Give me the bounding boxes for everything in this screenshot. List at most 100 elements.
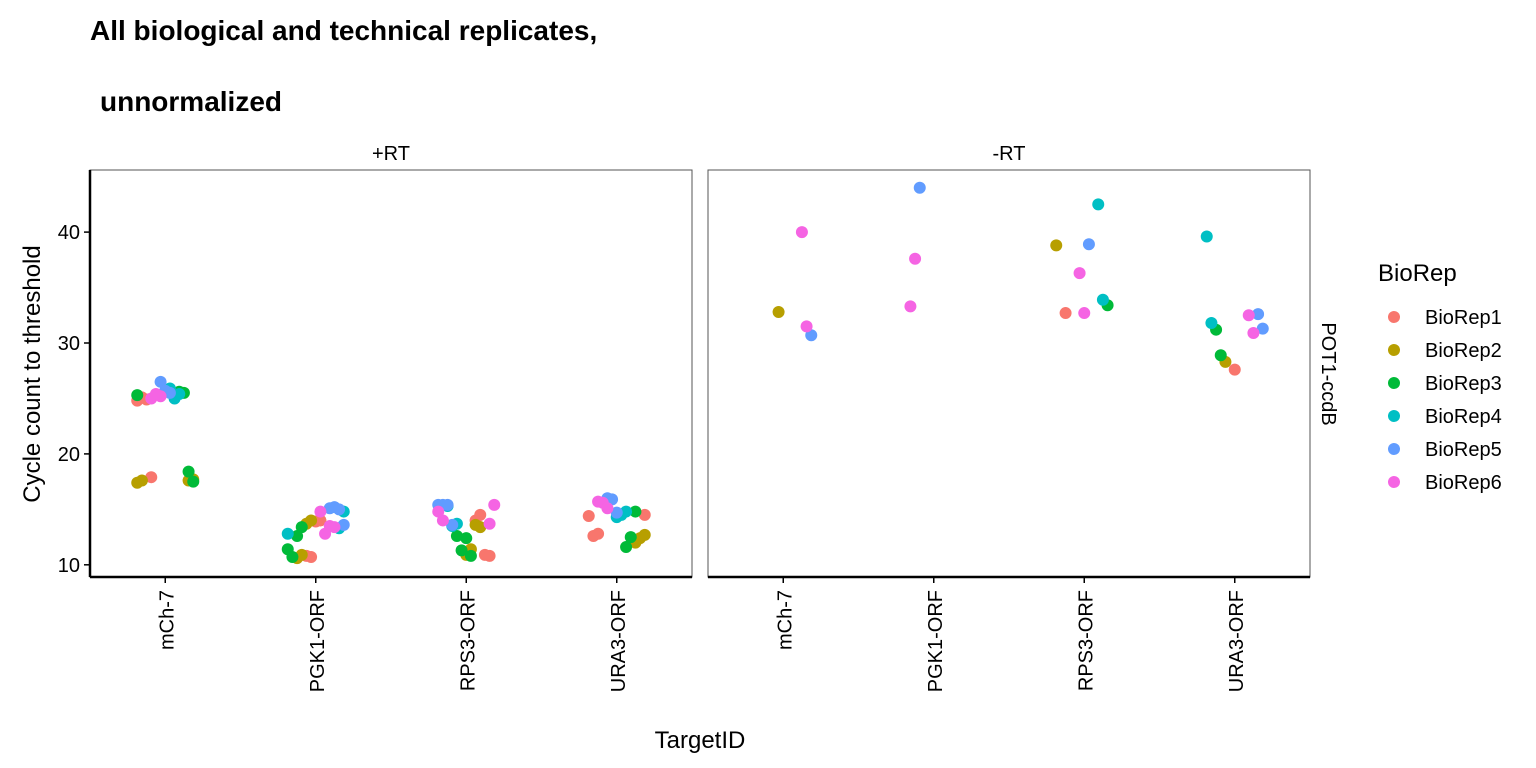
x-tick-label: mCh-7	[774, 590, 796, 650]
x-tick-label: RPS3-ORF	[457, 590, 479, 691]
point	[460, 532, 473, 545]
legend-label: BioRep2	[1425, 340, 1502, 362]
point	[795, 226, 808, 239]
point	[455, 544, 468, 557]
point	[909, 252, 922, 265]
point	[1096, 293, 1109, 306]
point	[328, 521, 341, 534]
legend-label: BioRep4	[1425, 406, 1502, 428]
legend-title: BioRep	[1378, 260, 1457, 287]
point	[154, 390, 167, 403]
point	[295, 548, 308, 561]
legend-marker	[1388, 377, 1400, 389]
y-tick-label: 40	[58, 222, 80, 244]
x-tick-label: URA3-ORF	[608, 590, 630, 692]
point	[483, 517, 496, 530]
point	[314, 514, 327, 527]
point	[913, 181, 926, 194]
point	[620, 541, 633, 554]
y-tick-label: 10	[58, 555, 80, 577]
point	[446, 518, 459, 531]
point	[145, 471, 158, 484]
point	[1228, 363, 1241, 376]
point	[1247, 327, 1260, 340]
point	[805, 329, 818, 342]
point	[450, 529, 463, 542]
point	[610, 506, 623, 519]
point	[314, 505, 327, 518]
x-tick-label: PGK1-ORF	[307, 590, 329, 692]
point	[483, 549, 496, 562]
y-tick-label: 30	[58, 333, 80, 355]
legend-label: BioRep6	[1425, 472, 1502, 494]
point	[1092, 198, 1105, 211]
point	[488, 498, 501, 511]
point	[135, 474, 148, 487]
point	[904, 300, 917, 313]
chart-subtitle: unnormalized	[100, 86, 282, 117]
point	[1082, 238, 1095, 251]
point	[638, 508, 651, 521]
point	[582, 510, 595, 523]
facet-strip: -RT	[993, 143, 1026, 165]
point	[601, 502, 614, 515]
legend-marker	[1388, 443, 1400, 455]
point	[1205, 317, 1218, 330]
chart-title: All biological and technical replicates,	[90, 15, 597, 46]
point	[474, 521, 487, 534]
legend-label: BioRep1	[1425, 307, 1502, 329]
point	[474, 508, 487, 521]
point	[800, 320, 813, 333]
point	[182, 465, 195, 478]
point	[286, 551, 299, 564]
point	[281, 527, 294, 540]
legend-label: BioRep5	[1425, 439, 1502, 461]
x-tick-label: PGK1-ORF	[925, 590, 947, 692]
point	[1200, 230, 1213, 243]
point	[1252, 308, 1265, 321]
point	[131, 389, 144, 402]
point	[163, 386, 176, 399]
x-tick-label: mCh-7	[156, 590, 178, 650]
point	[1050, 239, 1063, 252]
point	[464, 549, 477, 562]
point	[638, 528, 651, 541]
x-axis-label: TargetID	[655, 727, 746, 754]
y-axis-label: Cycle count to threshold	[19, 245, 46, 502]
legend-marker	[1388, 344, 1400, 356]
point	[624, 531, 637, 544]
point	[291, 529, 304, 542]
point	[305, 514, 318, 527]
point	[1256, 322, 1269, 335]
point	[606, 493, 619, 506]
x-tick-label: URA3-ORF	[1226, 590, 1248, 692]
point	[337, 518, 350, 531]
point	[173, 388, 186, 401]
row-strip: POT1-ccdB	[1317, 322, 1339, 425]
legend-marker	[1388, 410, 1400, 422]
y-tick-label: 20	[58, 444, 80, 466]
point	[1242, 309, 1255, 322]
legend-marker	[1388, 476, 1400, 488]
facet-strip: +RT	[372, 143, 410, 165]
point	[1214, 349, 1227, 362]
point	[1073, 267, 1086, 280]
point	[295, 521, 308, 534]
point	[305, 551, 318, 564]
point	[1059, 307, 1072, 320]
x-tick-label: RPS3-ORF	[1075, 590, 1097, 691]
point	[620, 505, 633, 518]
point	[1078, 307, 1091, 320]
point	[333, 503, 346, 516]
point	[154, 375, 167, 388]
point	[629, 505, 642, 518]
point	[432, 505, 445, 518]
panel-border	[89, 169, 693, 578]
point	[772, 305, 785, 318]
point	[436, 514, 449, 527]
point	[441, 498, 454, 511]
legend-marker	[1388, 311, 1400, 323]
point	[592, 527, 605, 540]
legend-label: BioRep3	[1425, 373, 1502, 395]
